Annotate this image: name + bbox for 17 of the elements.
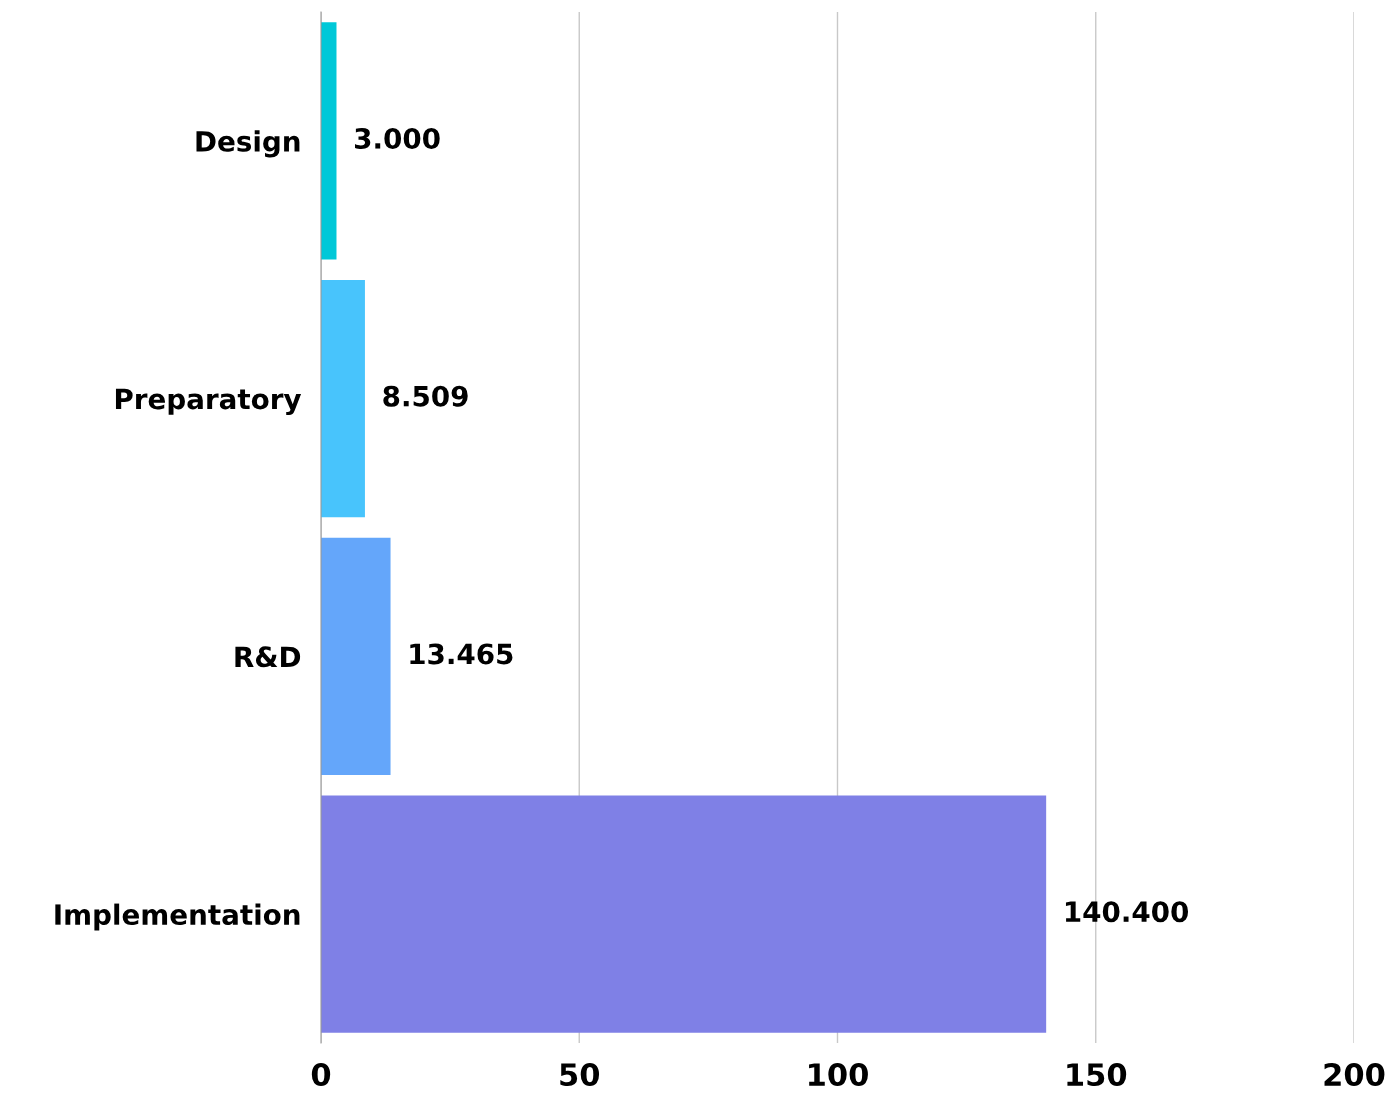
x-tick-label: 100 <box>809 1062 868 1087</box>
x-tick-label: 150 <box>1067 1062 1127 1087</box>
data-label: 13.465 <box>410 643 513 665</box>
y-tick-label: Implementation <box>55 903 300 931</box>
bar <box>321 280 365 518</box>
y-tick-label: Preparatory <box>115 388 302 416</box>
data-label: 8.509 <box>383 385 468 407</box>
x-tick-label: 200 <box>1324 1062 1385 1087</box>
x-tick-label: 50 <box>560 1062 600 1087</box>
data-label: 3.000 <box>355 127 440 149</box>
data-label: 140.400 <box>1065 901 1189 923</box>
bar <box>321 795 1047 1033</box>
x-tick-label: 0 <box>311 1062 331 1087</box>
bar <box>321 537 391 775</box>
bar <box>321 22 337 260</box>
y-tick-label: R&D <box>235 646 301 668</box>
y-tick-label: Design <box>196 130 300 158</box>
